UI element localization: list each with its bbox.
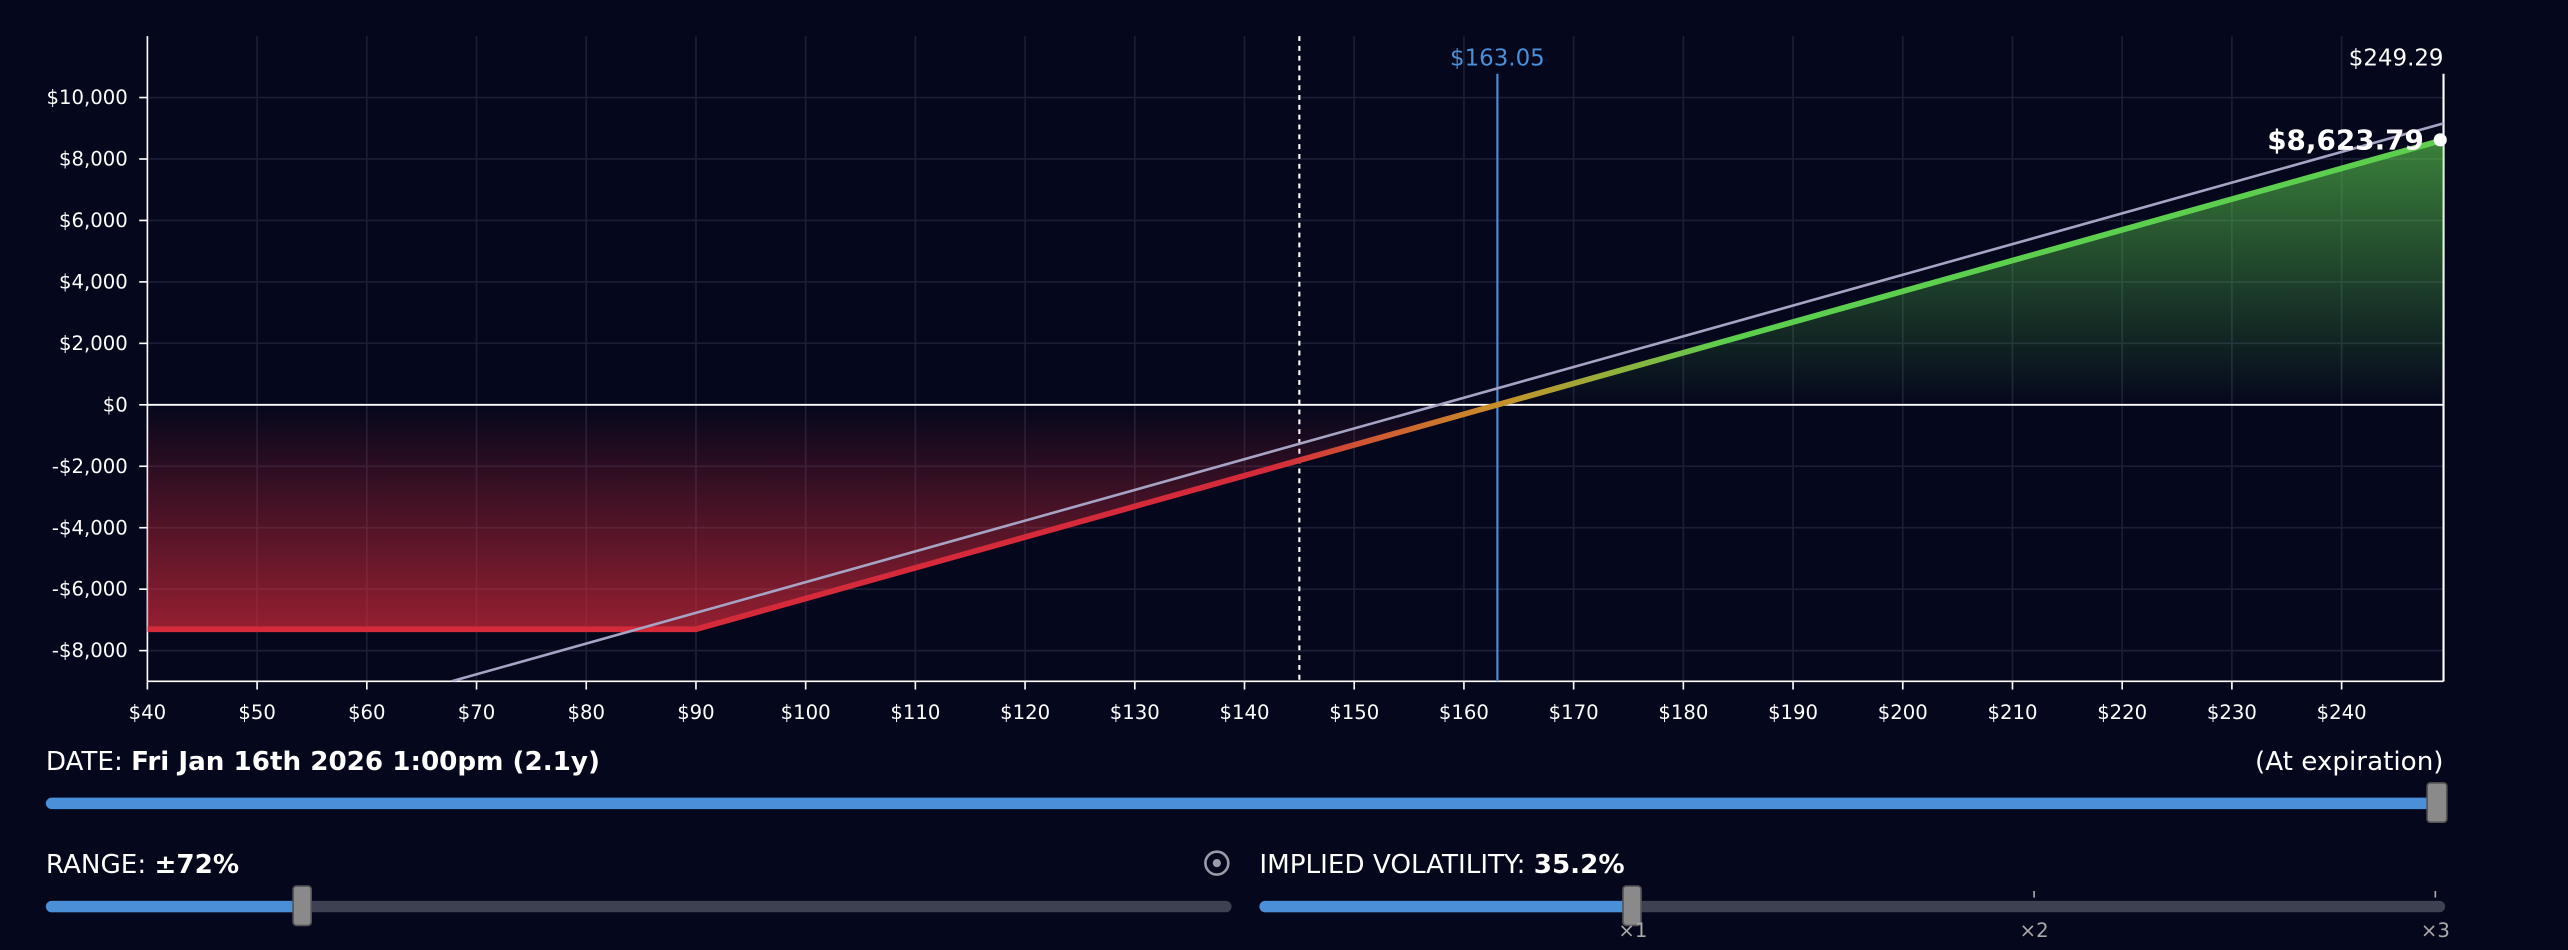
x-tick-label: $70 bbox=[458, 701, 495, 724]
reset-icon[interactable] bbox=[1204, 850, 1230, 876]
x-tick-label: $170 bbox=[1549, 701, 1599, 724]
range-value: ±72% bbox=[154, 850, 239, 880]
range-slider-fill bbox=[45, 900, 302, 913]
range-slider-thumb[interactable] bbox=[292, 885, 312, 927]
pl-area bbox=[147, 139, 2444, 630]
date-end: (At expiration) bbox=[2255, 747, 2444, 777]
series-group bbox=[147, 122, 2444, 682]
iv-slider-fill bbox=[1259, 900, 1633, 913]
iv-mark: ×2 bbox=[2020, 919, 2049, 942]
x-tick-label: $180 bbox=[1658, 701, 1708, 724]
y-tick-label: $2,000 bbox=[59, 332, 128, 355]
date-caption: DATE: bbox=[46, 747, 123, 777]
x-tick-label: $210 bbox=[1987, 701, 2037, 724]
price-marker-label: $163.05 bbox=[1450, 46, 1545, 72]
date-slider-track[interactable] bbox=[45, 797, 2441, 810]
y-tick-label: $4,000 bbox=[59, 270, 128, 293]
x-tick-label: $150 bbox=[1329, 701, 1379, 724]
x-tick-label: $80 bbox=[567, 701, 605, 724]
iv-mark: ×3 bbox=[2421, 919, 2450, 942]
x-tick-label: $60 bbox=[348, 701, 386, 724]
x-tick-label: $90 bbox=[677, 701, 714, 724]
x-tick-label: $160 bbox=[1439, 701, 1489, 724]
pl-expiration-line bbox=[147, 137, 2444, 633]
x-tick-label: $240 bbox=[2317, 701, 2367, 724]
range-caption: RANGE: bbox=[46, 850, 146, 880]
plot: $40 $50 $60 $70 $80 $90 $100 $110 $120 $130 $140 $1… bbox=[47, 36, 2447, 724]
iv-value: 35.2% bbox=[1534, 850, 1625, 880]
iv-label: IMPLIED VOLATILITY: 35.2% bbox=[1259, 850, 1624, 880]
value-label: $8,623.79 bbox=[2267, 124, 2424, 157]
date-label: DATE: Fri Jan 16th 2026 1:00pm (2.1y) bbox=[46, 747, 600, 777]
date-slider-thumb[interactable] bbox=[2426, 782, 2448, 824]
x-tick-label: $200 bbox=[1878, 701, 1928, 724]
range-label: RANGE: ±72% bbox=[46, 850, 239, 880]
date-control: DATE: Fri Jan 16th 2026 1:00pm (2.1y) (A… bbox=[45, 747, 2448, 824]
x-tick-label: $190 bbox=[1768, 701, 1818, 724]
x-tick-label: $110 bbox=[890, 701, 940, 724]
y-tick-label: -$2,000 bbox=[52, 455, 128, 478]
x-tick-label: $50 bbox=[238, 701, 276, 724]
y-tick-label: $6,000 bbox=[59, 209, 128, 232]
x-tick-label: $220 bbox=[2097, 701, 2147, 724]
y-tick-label: $8,000 bbox=[59, 148, 128, 171]
x-tick-label: $40 bbox=[129, 701, 167, 724]
end-dot bbox=[2433, 133, 2447, 147]
x-tick-label: $230 bbox=[2207, 701, 2257, 724]
y-tick-label: $0 bbox=[103, 393, 128, 416]
y-tick-label: -$6,000 bbox=[52, 578, 128, 601]
y-tick-label: $10,000 bbox=[47, 86, 128, 109]
iv-control: IMPLIED VOLATILITY: 35.2% ×1 ×2 ×3 bbox=[1259, 850, 2450, 942]
iv-slider-thumb[interactable] bbox=[1622, 885, 1642, 927]
x-tick-label: $120 bbox=[1000, 701, 1050, 724]
y-tick-label: -$8,000 bbox=[52, 639, 128, 662]
x-tick-label: $130 bbox=[1110, 701, 1160, 724]
range-slider-track[interactable] bbox=[45, 900, 1232, 913]
x-tick-label: $140 bbox=[1220, 701, 1270, 724]
date-value: Fri Jan 16th 2026 1:00pm (2.1y) bbox=[131, 747, 600, 777]
range-control: RANGE: ±72% bbox=[45, 850, 1232, 927]
x-tick-label: $100 bbox=[781, 701, 831, 724]
price-marker-label: $249.29 bbox=[2349, 46, 2444, 72]
y-tick-label: -$4,000 bbox=[52, 516, 128, 539]
pl-today-line bbox=[450, 122, 2444, 682]
iv-mark: ×1 bbox=[1618, 919, 1647, 942]
iv-caption: IMPLIED VOLATILITY: bbox=[1259, 850, 1525, 880]
